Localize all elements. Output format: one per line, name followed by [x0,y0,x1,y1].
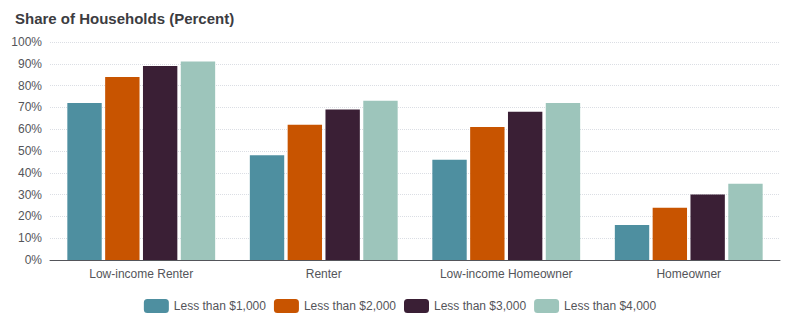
svg-text:Low-income Homeowner: Low-income Homeowner [440,267,573,281]
svg-text:10%: 10% [18,231,42,245]
svg-text:Renter: Renter [306,267,342,281]
svg-text:100%: 100% [11,35,42,49]
svg-text:Homeowner: Homeowner [656,267,721,281]
svg-text:70%: 70% [18,100,42,114]
svg-text:Share of Households (Percent): Share of Households (Percent) [15,10,234,27]
svg-text:30%: 30% [18,188,42,202]
svg-text:60%: 60% [18,122,42,136]
svg-text:Low-income Renter: Low-income Renter [89,267,193,281]
svg-text:50%: 50% [18,144,42,158]
svg-text:80%: 80% [18,79,42,93]
svg-text:Less than $2,000: Less than $2,000 [304,299,396,313]
svg-text:20%: 20% [18,209,42,223]
svg-text:40%: 40% [18,166,42,180]
svg-text:Less than $4,000: Less than $4,000 [564,299,656,313]
svg-text:0%: 0% [25,253,43,267]
svg-text:Less than $3,000: Less than $3,000 [434,299,526,313]
svg-text:Less than $1,000: Less than $1,000 [174,299,266,313]
svg-text:90%: 90% [18,57,42,71]
